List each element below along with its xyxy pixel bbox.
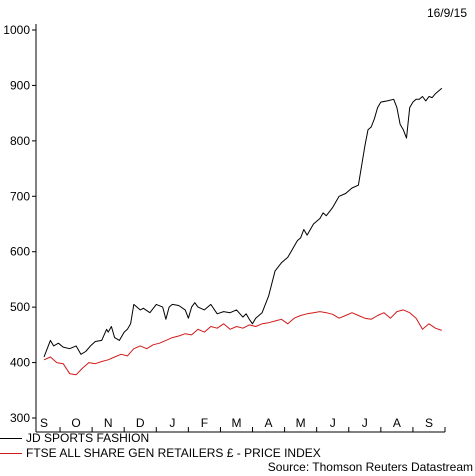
y-tick-label: 400 <box>10 356 30 370</box>
x-tick-label: M <box>231 416 241 430</box>
y-tick-label: 700 <box>10 189 30 203</box>
x-tick-label: F <box>201 416 208 430</box>
legend-label: JD SPORTS FASHION <box>26 431 150 445</box>
x-tick-label: A <box>393 416 401 430</box>
y-tick-label: 900 <box>10 78 30 92</box>
chart-series-group <box>43 87 443 376</box>
legend-swatch-black <box>0 438 22 440</box>
y-tick-label: 600 <box>10 245 30 259</box>
legend-entry-ftse-retailers: FTSE ALL SHARE GEN RETAILERS £ - PRICE I… <box>0 446 321 460</box>
legend-swatch-red <box>0 453 22 455</box>
x-tick-label: J <box>362 416 368 430</box>
series-line-ftse-retailers <box>43 309 442 376</box>
y-tick-label: 1000 <box>3 23 30 37</box>
legend-entry-jd-sports: JD SPORTS FASHION <box>0 431 149 445</box>
x-tick-label: J <box>330 416 336 430</box>
chart-date-label: 16/9/15 <box>426 6 467 20</box>
series-line-jd-sports <box>43 87 443 358</box>
x-tick-label: S <box>40 416 48 430</box>
y-tick-label: 300 <box>10 411 30 425</box>
y-tick-label: 800 <box>10 134 30 148</box>
y-tick-label: 500 <box>10 300 30 314</box>
x-tick-label: J <box>169 416 175 430</box>
x-tick-label: M <box>296 416 306 430</box>
x-tick-label: N <box>104 416 113 430</box>
chart-axes: 300 400 500 600 700 800 900 1000 S O N D J F M A M J J A S <box>3 23 446 433</box>
legend-label: FTSE ALL SHARE GEN RETAILERS £ - PRICE I… <box>26 446 321 460</box>
x-tick-label: A <box>265 416 273 430</box>
x-tick-label: D <box>136 416 145 430</box>
x-tick-label: S <box>425 416 433 430</box>
x-tick-label: O <box>71 416 80 430</box>
source-note: Source: Thomson Reuters Datastream <box>267 460 473 474</box>
